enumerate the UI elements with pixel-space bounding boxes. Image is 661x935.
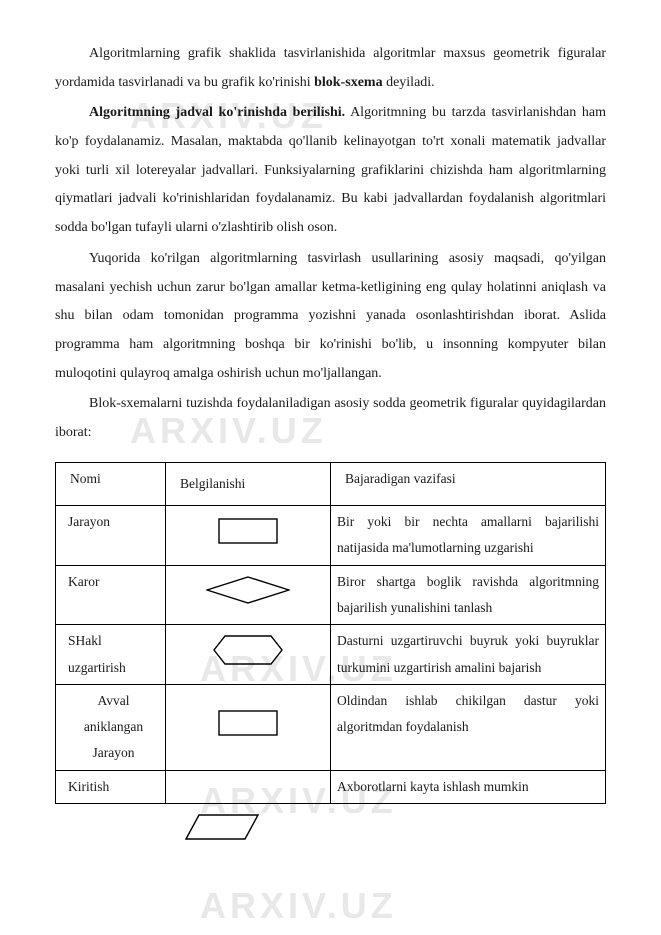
table-row: Karor Biror shartga boglik ravishda algo… [56,565,606,625]
table-row: SHakl uzgartirish Dasturni uzgartiruvchi… [56,625,606,685]
paragraph-1: Algoritmlarning grafik shaklida tasvirla… [55,40,606,97]
table-row: Jarayon Bir yoki bir nechta amallarni ba… [56,505,606,565]
rectangle-icon [218,710,278,736]
rectangle-icon [218,518,278,544]
bold-heading: Algoritmning jadval ko'rinishda berilish… [89,105,345,120]
cell-desc: Axborotlarni kayta ishlash mumkin [331,770,606,803]
cell-shape [166,625,331,685]
text: Algoritmning bu tarzda tasvirlanishdan h… [55,105,606,235]
cell-shape [166,770,331,803]
cell-desc: Oldindan ishlab chikilgan dastur yoki al… [331,684,606,770]
header-cell-name: Nomi [56,462,166,505]
rhombus-icon [206,576,290,604]
header-cell-desc: Bajaradigan vazifasi [331,462,606,505]
cell-desc: Bir yoki bir nechta amallarni bajarilish… [331,505,606,565]
cell-name: Jarayon [56,505,166,565]
cell-name: SHakl uzgartirish [56,625,166,685]
header-cell-symbol: Belgilanishi [166,462,331,505]
paragraph-4: Blok-sxemalarni tuzishda foydalaniladiga… [55,390,606,447]
cell-name: Kiritish [56,770,166,803]
watermark: ARXIV.UZ [200,885,397,927]
cell-desc: Biror shartga boglik ravishda algoritmni… [331,565,606,625]
cell-shape [166,565,331,625]
table-row: Kiritish Axborotlarni kayta ishlash mumk… [56,770,606,803]
cell-desc: Dasturni uzgartiruvchi buyruk yoki buyru… [331,625,606,685]
paragraph-3: Yuqorida ko'rilgan algoritmlarning tasvi… [55,245,606,388]
cell-shape [166,505,331,565]
cell-name: Avval aniklangan Jarayon [56,684,166,770]
bold-term: blok-sxema [314,75,382,90]
text: deyiladi. [383,75,435,90]
cell-shape [166,684,331,770]
table-header-row: Nomi Belgilanishi Bajaradigan vazifasi [56,462,606,505]
cell-name: Karor [56,565,166,625]
hexagon-icon [213,635,283,665]
paragraph-2: Algoritmning jadval ko'rinishda berilish… [55,99,606,242]
overflow-shape [55,814,606,845]
shapes-table: Nomi Belgilanishi Bajaradigan vazifasi J… [55,462,606,804]
table-row: Avval aniklangan Jarayon Oldindan ishlab… [56,684,606,770]
parallelogram-icon [185,814,259,840]
document-body: Algoritmlarning grafik shaklida tasvirla… [55,40,606,845]
